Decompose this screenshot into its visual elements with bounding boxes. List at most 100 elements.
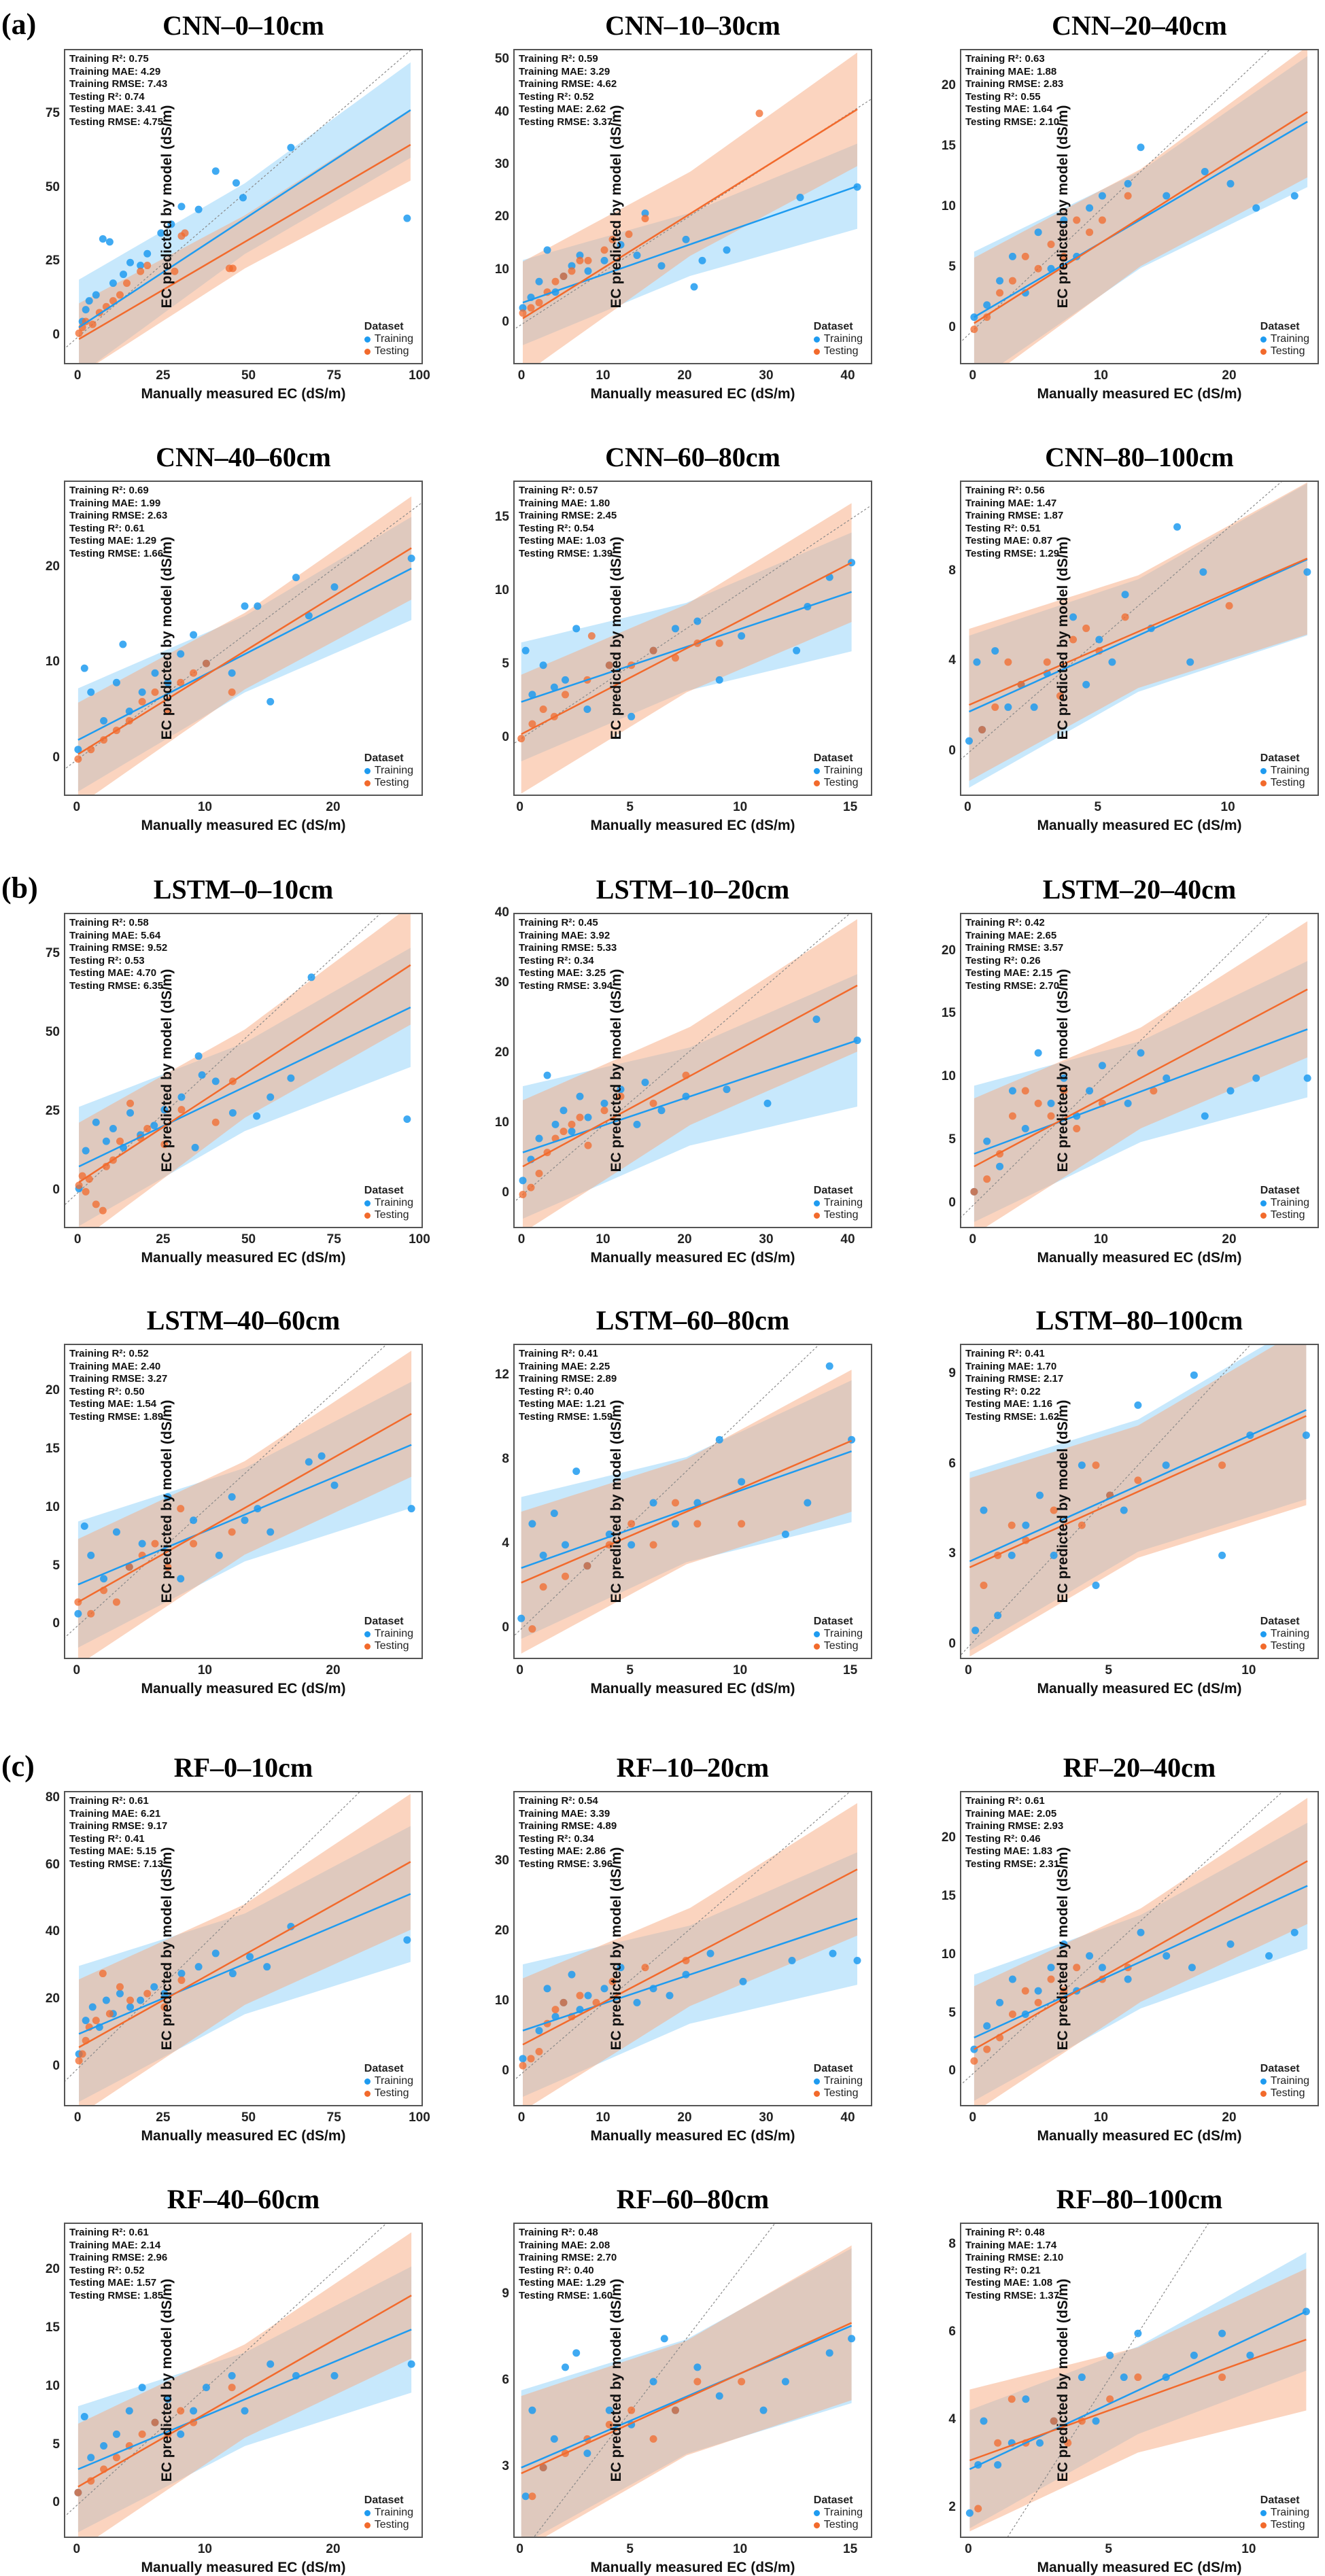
training-point — [1008, 1087, 1016, 1095]
training-point — [1252, 1074, 1260, 1082]
metric-line: Training MAE: 1.99 — [69, 497, 161, 509]
training-point — [190, 2407, 198, 2415]
legend-marker-testing — [364, 1212, 371, 1219]
training-point — [804, 1499, 812, 1507]
y-tick-label: 4 — [948, 653, 956, 668]
testing-point — [228, 1528, 236, 1536]
x-tick-label: 0 — [73, 2542, 81, 2556]
training-point — [1190, 1371, 1198, 1379]
y-tick-label: 0 — [52, 2058, 60, 2073]
training-point — [528, 2406, 536, 2414]
training-point — [723, 246, 731, 254]
training-point — [160, 1989, 169, 1998]
testing-point — [1021, 252, 1029, 260]
testing-point — [560, 273, 568, 281]
testing-point — [527, 1183, 535, 1191]
testing-fit-line — [974, 988, 1308, 1168]
x-axis-label: Manually measured EC (dS/m) — [1037, 1681, 1242, 1696]
legend-marker-training — [364, 767, 371, 774]
x-axis-label: Manually measured EC (dS/m) — [141, 386, 346, 402]
testing-confidence-band — [974, 50, 1308, 363]
x-tick-label: 10 — [1241, 1663, 1256, 1677]
x-tick-label: 10 — [1093, 368, 1108, 383]
training-point — [138, 2384, 146, 2392]
testing-confidence-band — [79, 109, 411, 363]
training-point — [1086, 1952, 1094, 1960]
training-point — [584, 1113, 592, 1121]
testing-point — [970, 1187, 978, 1196]
training-point — [239, 194, 247, 202]
metrics-text: Training R²: 0.61 Training MAE: 6.21 Train… — [69, 1795, 167, 1870]
metric-line: Testing MAE: 1.57 — [69, 2277, 157, 2288]
metric-line: Training MAE: 2.08 — [519, 2239, 610, 2251]
training-point — [980, 2417, 988, 2425]
metrics-text: Training R²: 0.61 Training MAE: 2.14 Train… — [69, 2227, 167, 2302]
plot-area: Training R²: 0.61 Training MAE: 2.05 Train… — [960, 1791, 1319, 2106]
training-point — [80, 2413, 88, 2421]
x-tick-label: 20 — [326, 2542, 341, 2556]
y-tick-label: 75 — [45, 106, 60, 121]
legend-item-training: Training — [364, 1197, 413, 1209]
testing-point — [528, 2492, 536, 2501]
x-tick-label: 0 — [969, 2110, 977, 2125]
training-point — [583, 2449, 591, 2457]
testing-point — [1225, 602, 1233, 610]
testing-point — [649, 646, 657, 655]
training-point — [738, 632, 746, 640]
testing-point — [1086, 228, 1094, 237]
metric-line: Training RMSE: 7.43 — [69, 78, 168, 90]
metric-line: Testing R²: 0.55 — [965, 90, 1041, 103]
legend-title: Dataset — [1260, 1616, 1300, 1627]
legend-marker-training — [1260, 1631, 1267, 1637]
metrics-text: Training R²: 0.41 Training MAE: 1.70 Train… — [965, 1348, 1063, 1423]
chart-panel: LSTM–10–20cm Training R²: 0.45 Training MA… — [495, 874, 872, 1266]
chart-title: RF–0–10cm — [173, 1752, 313, 1783]
training-point — [1034, 1987, 1042, 1995]
metric-line: Training RMSE: 5.33 — [519, 942, 617, 954]
y-axis-label: EC predicted by model (dS/m) — [159, 969, 175, 1172]
y-axis-label: EC predicted by model (dS/m) — [159, 105, 175, 309]
y-tick-label: 5 — [52, 2437, 60, 2452]
training-point — [102, 1996, 110, 2004]
x-axis-label: Manually measured EC (dS/m) — [590, 2128, 795, 2144]
training-point — [164, 1493, 172, 1501]
y-tick-label: 50 — [494, 52, 509, 67]
legend-title: Dataset — [364, 1616, 404, 1627]
y-tick-label: 0 — [502, 729, 509, 744]
training-point — [600, 256, 608, 264]
training-point — [519, 2055, 527, 2063]
testing-point — [1008, 2011, 1016, 2019]
testing-point — [562, 691, 570, 699]
training-point — [253, 1112, 261, 1120]
metrics-text: Training R²: 0.42 Training MAE: 2.65 Train… — [965, 917, 1063, 992]
testing-point — [181, 229, 189, 237]
testing-point — [1008, 277, 1016, 285]
y-tick-label: 3 — [502, 2458, 509, 2473]
legend: Dataset Training Testing — [813, 2494, 863, 2531]
training-point — [1186, 658, 1194, 666]
training-point — [228, 2371, 236, 2380]
testing-point — [1047, 1112, 1055, 1120]
legend-title: Dataset — [364, 1185, 404, 1196]
legend-marker-training — [364, 2509, 371, 2516]
legend-item-testing: Testing — [813, 1209, 863, 1221]
training-point — [1190, 2351, 1198, 2359]
training-point — [119, 640, 127, 648]
legend-label-training: Training — [374, 2075, 413, 2087]
metric-line: Training RMSE: 2.96 — [69, 2252, 168, 2263]
metric-line: Training R²: 0.52 — [69, 1348, 149, 1359]
y-tick-label: 20 — [494, 1045, 509, 1060]
testing-point — [671, 2406, 679, 2414]
legend-label-training: Training — [374, 1628, 413, 1639]
testing-point — [88, 320, 97, 328]
training-point — [1095, 636, 1103, 644]
legend-item-testing: Testing — [1260, 2087, 1309, 2100]
testing-point — [1060, 1087, 1068, 1095]
metric-line: Training MAE: 3.92 — [519, 929, 610, 941]
testing-point — [1073, 216, 1081, 224]
y-axis-label: EC predicted by model (dS/m) — [608, 105, 624, 309]
y-axis-label: EC predicted by model (dS/m) — [159, 1399, 175, 1603]
testing-point — [539, 1583, 547, 1591]
x-tick-label: 10 — [1220, 800, 1235, 814]
training-point — [88, 2003, 97, 2011]
